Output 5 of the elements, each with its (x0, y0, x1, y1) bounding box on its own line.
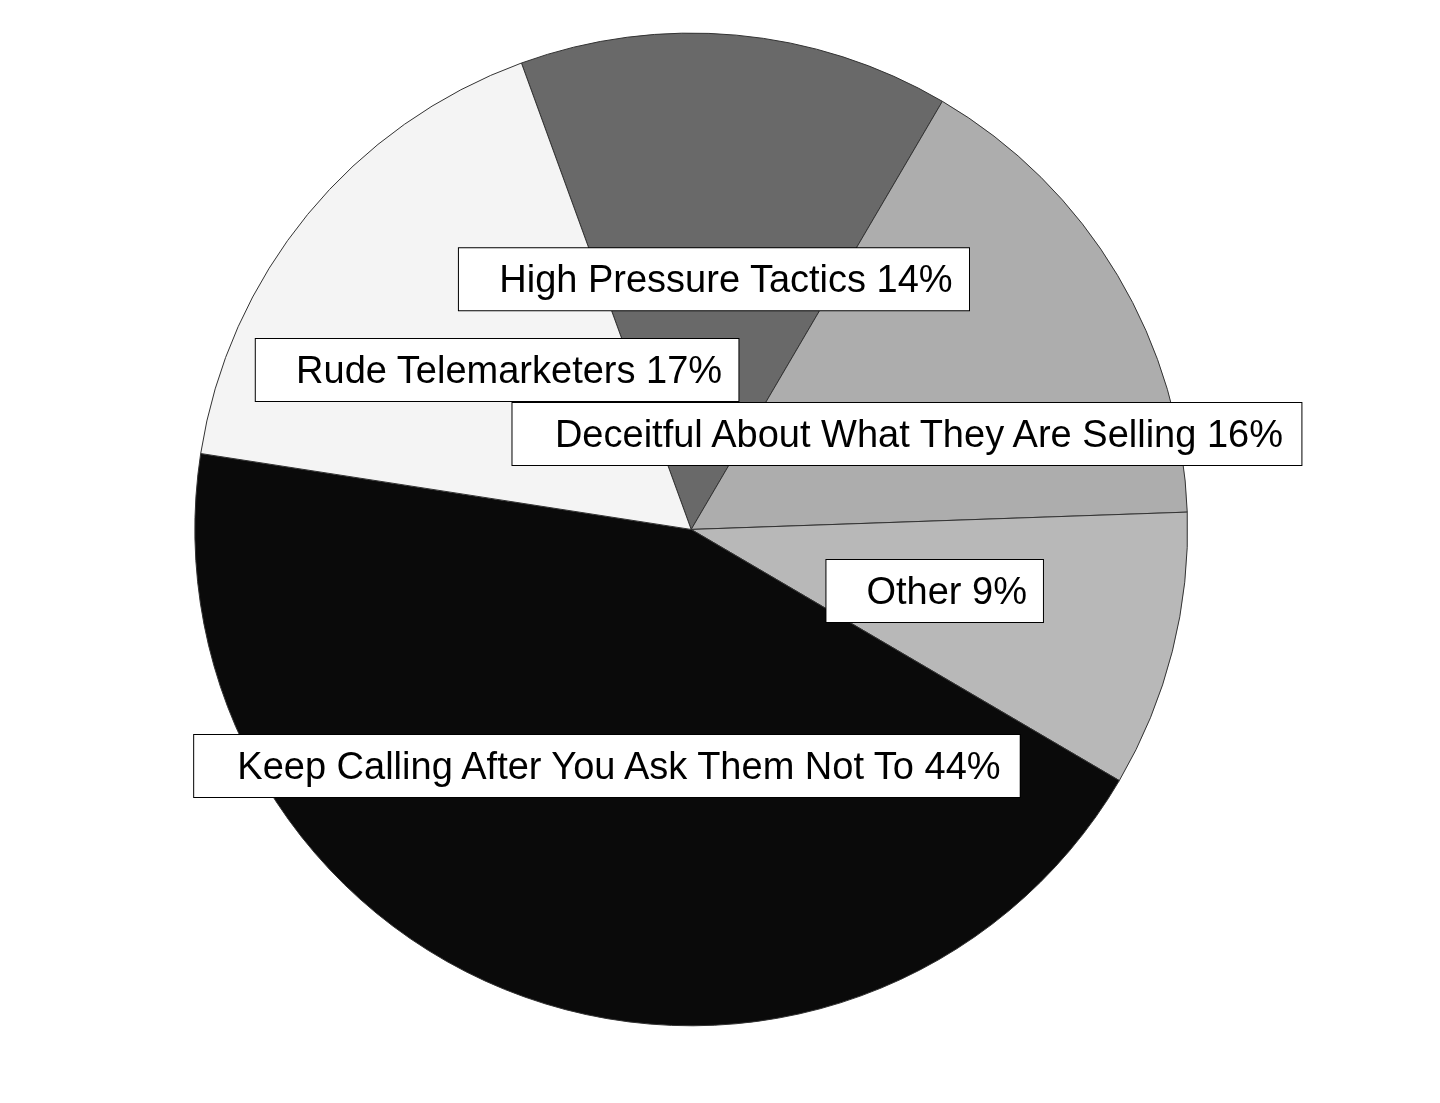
slice-label: High Pressure Tactics 14% (499, 258, 953, 301)
slice-label: Rude Telemarketers 17% (296, 349, 723, 392)
slice-label: Other 9% (866, 570, 1027, 613)
slice-label: Keep Calling After You Ask Them Not To 44% (237, 745, 1001, 788)
slice-label: Deceitful About What They Are Selling 16% (554, 413, 1283, 456)
